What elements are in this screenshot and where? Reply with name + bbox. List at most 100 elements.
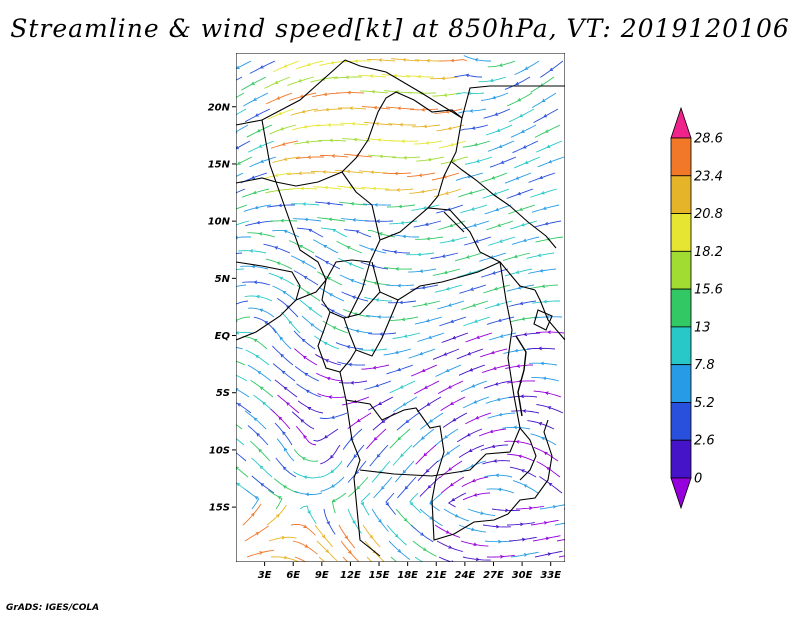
streamline-arrow [539, 268, 544, 273]
streamline [320, 155, 349, 158]
lon-label: 24E [454, 570, 475, 581]
streamline [556, 539, 565, 542]
streamline-arrow [496, 223, 501, 228]
streamline [382, 172, 412, 174]
streamline-arrow [443, 93, 448, 97]
colorbar-label: 7.8 [694, 358, 715, 373]
streamline [534, 316, 563, 319]
streamline [362, 203, 392, 206]
streamline-arrow [448, 467, 452, 471]
longitude-ticks: 3E 6E 9E 12E 15E 18E 21E 24E 27E 30E 33E [258, 562, 561, 581]
streamline-arrow [499, 334, 504, 338]
streamline-arrow [330, 309, 335, 313]
streamline [503, 348, 532, 355]
streamline [502, 426, 531, 430]
streamline-arrow [373, 436, 378, 441]
streamline-arrow [376, 453, 381, 458]
streamline [264, 76, 291, 89]
streamline [236, 92, 245, 99]
streamline-arrow [346, 345, 351, 349]
streamline-arrow [445, 368, 450, 373]
streamline [461, 476, 489, 487]
streamline-arrow [572, 553, 575, 556]
streamline-arrow [301, 338, 306, 343]
streamline-arrow [375, 298, 380, 302]
streamline [335, 169, 364, 174]
streamline [310, 171, 340, 174]
streamline-arrow [372, 186, 376, 191]
streamline [277, 394, 300, 414]
streamline [359, 170, 388, 174]
streamline [371, 460, 391, 483]
colorbar-label: 15.6 [694, 283, 723, 298]
streamline [366, 138, 395, 142]
streamline [388, 540, 411, 560]
streamline [276, 438, 295, 462]
streamline [291, 411, 315, 430]
streamline-arrow [427, 335, 432, 340]
streamline [437, 300, 465, 310]
streamline [396, 412, 420, 431]
map-axes: 20N 15N 10N 5N EQ 5S 10S 15S 3E 6E 9E 12E 15E 18E 21E… [208, 102, 562, 581]
streamline [411, 364, 438, 377]
streamline [321, 303, 347, 318]
streamline-arrow [276, 96, 281, 100]
streamline [242, 336, 268, 350]
streamline-arrow [451, 158, 456, 163]
streamline-arrow [332, 326, 337, 330]
streamline [385, 284, 415, 287]
streamline-arrow [494, 112, 499, 116]
streamline [246, 124, 273, 138]
streamline [316, 372, 344, 382]
streamline [263, 172, 292, 180]
streamline-arrow [538, 422, 543, 426]
streamline-arrow [517, 191, 521, 196]
lon-label: 3E [258, 570, 272, 581]
streamline [296, 383, 322, 398]
streamline-arrow [480, 511, 485, 515]
streamline-arrow [498, 239, 503, 243]
streamline [294, 366, 320, 382]
streamline-arrow [517, 454, 522, 459]
streamline [504, 440, 533, 446]
streamline-arrow [452, 335, 456, 340]
streamline [249, 60, 276, 74]
streamline [236, 452, 247, 462]
streamline [384, 90, 413, 94]
streamline-arrow [281, 535, 286, 540]
streamline-arrow [348, 185, 353, 190]
streamline [409, 108, 439, 111]
streamline-arrow [540, 436, 545, 441]
streamline [265, 258, 293, 270]
streamline-arrow [492, 366, 497, 371]
streamline [530, 76, 555, 93]
streamline [419, 508, 443, 527]
streamline-arrow [228, 269, 231, 272]
streamline [336, 240, 363, 254]
streamline-arrow [518, 207, 523, 211]
streamline [405, 75, 434, 78]
streamline-arrow [444, 435, 448, 439]
streamline-arrow [466, 174, 471, 179]
streamline-arrow [254, 205, 259, 210]
streamline [314, 524, 333, 548]
streamline [409, 188, 438, 194]
streamline-arrow [276, 513, 280, 518]
streamline [408, 348, 436, 359]
streamline [478, 428, 507, 437]
streamline [414, 556, 424, 562]
streamline-arrow [301, 457, 306, 461]
colorbar-label: 20.8 [694, 207, 723, 222]
map-title: Streamline & wind speed[kt] at 850hPa, V… [10, 14, 790, 43]
streamline [389, 380, 416, 394]
streamline [292, 540, 318, 555]
streamline [362, 524, 381, 548]
streamline-arrow [419, 269, 424, 273]
streamline-arrow [543, 521, 548, 525]
colorbar-segment [670, 439, 692, 479]
streamline-arrow [355, 230, 360, 234]
streamline-arrow [375, 121, 379, 126]
streamline-arrow [401, 317, 406, 322]
streamline [315, 201, 344, 206]
